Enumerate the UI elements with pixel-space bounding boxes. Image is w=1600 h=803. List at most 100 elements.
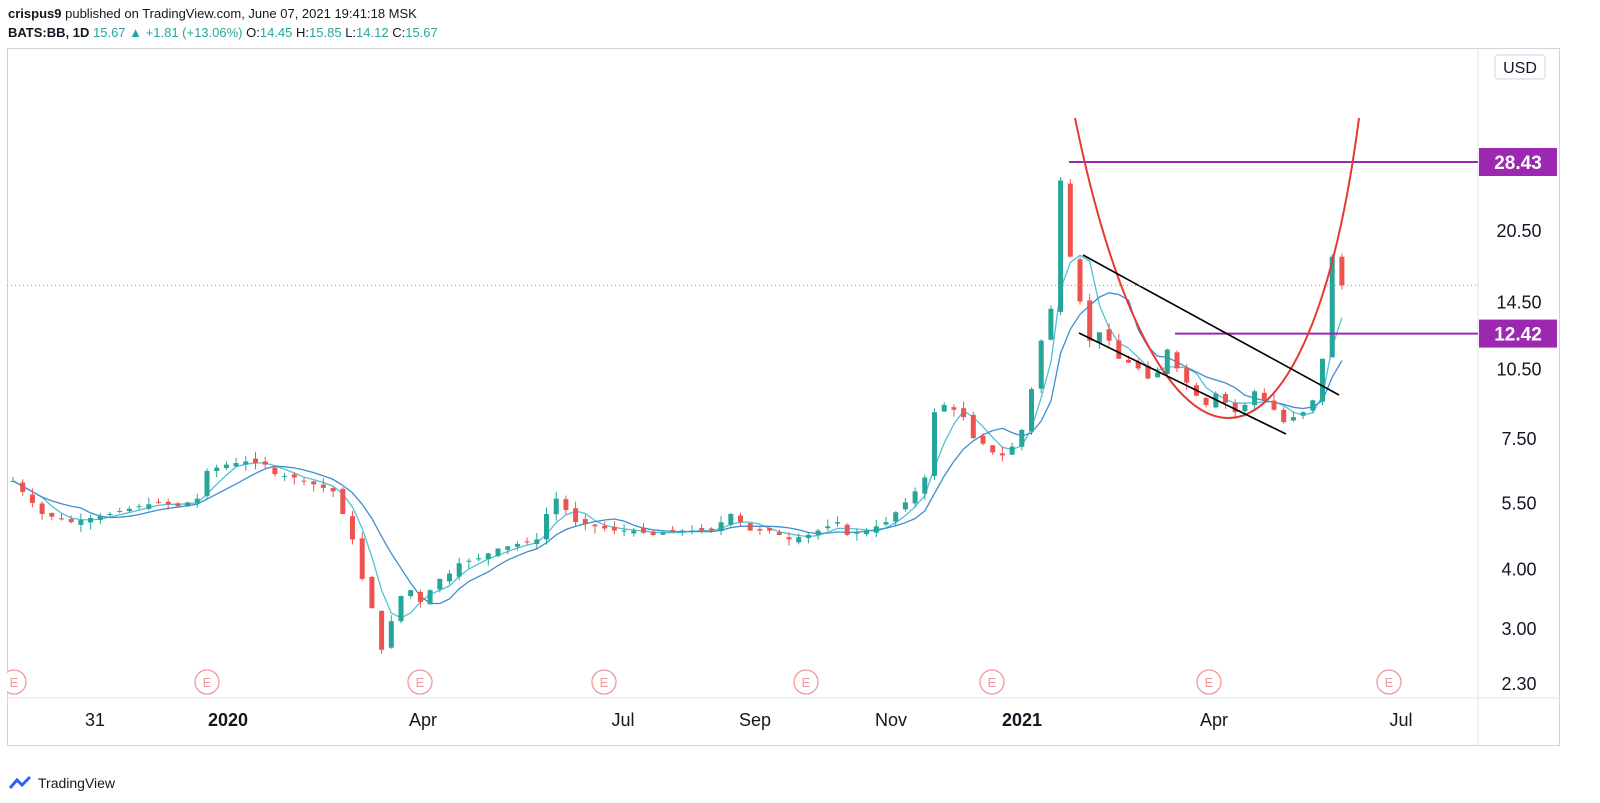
candle bbox=[156, 498, 161, 505]
candle bbox=[311, 480, 317, 492]
candle-body bbox=[553, 498, 559, 515]
candle bbox=[1300, 411, 1306, 419]
candle-body bbox=[796, 537, 802, 543]
candle-body bbox=[999, 453, 1005, 456]
candle-body bbox=[1029, 389, 1034, 432]
tradingview-logo[interactable]: TradingView bbox=[8, 775, 115, 791]
candle bbox=[10, 476, 16, 482]
candle bbox=[621, 524, 627, 537]
candle-body bbox=[1320, 358, 1325, 402]
channel-upper-line[interactable] bbox=[1082, 254, 1340, 396]
symbol-label[interactable]: BATS:BB, 1D bbox=[8, 25, 90, 40]
earnings-event-marker[interactable]: E bbox=[793, 669, 819, 695]
candle-body bbox=[107, 513, 113, 515]
candles bbox=[10, 177, 1345, 654]
author-name[interactable]: crispus9 bbox=[8, 6, 62, 21]
candle-body bbox=[1009, 446, 1015, 455]
candle-body bbox=[1116, 340, 1122, 359]
candle-body bbox=[1271, 400, 1277, 410]
candle bbox=[301, 478, 307, 486]
candle bbox=[194, 493, 200, 508]
candle-body bbox=[1174, 352, 1180, 369]
candle-body bbox=[146, 504, 152, 509]
candle-body bbox=[1077, 259, 1083, 302]
channel-lower-line[interactable] bbox=[1078, 332, 1287, 435]
earnings-event-marker[interactable]: E bbox=[591, 669, 617, 695]
candle bbox=[214, 464, 220, 478]
candle bbox=[1029, 387, 1034, 435]
candle-body bbox=[78, 520, 84, 525]
candle-body bbox=[941, 404, 947, 412]
earnings-event-marker[interactable]: E bbox=[7, 669, 27, 695]
candle-body bbox=[320, 484, 326, 488]
candle-body bbox=[301, 480, 307, 482]
candle bbox=[485, 552, 491, 566]
candle bbox=[29, 488, 35, 508]
ohlc-legend: BATS:BB, 1D 15.67 ▲ +1.81 (+13.06%) O:14… bbox=[8, 25, 438, 40]
candle-body bbox=[631, 530, 637, 534]
candle bbox=[650, 530, 656, 537]
candle-body bbox=[1300, 412, 1306, 416]
price-chart[interactable]: 2.30 3.00 4.00 5.50 7.50 10.50 14.50 20.50 28.43… bbox=[7, 48, 1560, 746]
currency-badge[interactable]: USD bbox=[1494, 54, 1546, 80]
ma-slow-line bbox=[12, 292, 1343, 605]
earnings-event-marker[interactable]: E bbox=[979, 669, 1005, 695]
earnings-event-marker[interactable]: E bbox=[407, 669, 433, 695]
candle bbox=[233, 457, 239, 468]
candle-body bbox=[786, 537, 792, 540]
candle-body bbox=[233, 463, 239, 467]
candle bbox=[1116, 333, 1122, 359]
candle-body bbox=[641, 527, 646, 533]
earnings-event-marker[interactable]: E bbox=[1196, 669, 1222, 695]
candle-body bbox=[864, 530, 870, 535]
earnings-event-marker[interactable]: E bbox=[194, 669, 220, 695]
candle bbox=[291, 472, 297, 485]
candle bbox=[20, 479, 26, 496]
candle-body bbox=[1145, 365, 1151, 379]
tradingview-logo-icon bbox=[8, 775, 32, 789]
candle bbox=[1164, 348, 1170, 377]
candle-body bbox=[136, 506, 142, 508]
candle-body bbox=[902, 502, 908, 510]
candle bbox=[379, 610, 385, 654]
candle-body bbox=[1232, 402, 1238, 413]
candle-body bbox=[1087, 300, 1093, 341]
price-tick-label: 3.00 bbox=[1501, 619, 1536, 639]
time-tick-label: Jul bbox=[611, 710, 634, 730]
earnings-event-marker[interactable]: E bbox=[1376, 669, 1402, 695]
candle-body bbox=[350, 516, 355, 540]
candle-body bbox=[311, 481, 317, 485]
candle bbox=[456, 557, 462, 580]
candle bbox=[49, 512, 55, 521]
cup-curve[interactable] bbox=[1074, 117, 1360, 419]
price-label-badge[interactable]: 12.42 bbox=[1479, 319, 1557, 348]
candle-body bbox=[447, 573, 452, 582]
candle bbox=[1145, 361, 1151, 380]
candle bbox=[544, 507, 549, 545]
candle bbox=[893, 511, 899, 527]
candle bbox=[185, 501, 191, 507]
candle-body bbox=[10, 480, 16, 482]
time-tick-label: Sep bbox=[739, 710, 771, 730]
candle-body bbox=[126, 508, 132, 512]
event-circle bbox=[194, 669, 220, 695]
candle bbox=[495, 548, 501, 558]
event-circle bbox=[1196, 669, 1222, 695]
candle bbox=[708, 527, 714, 534]
event-letter: E bbox=[802, 675, 811, 690]
candle bbox=[427, 588, 433, 605]
candle bbox=[340, 486, 346, 515]
low-value: 14.12 bbox=[356, 25, 389, 40]
candle-body bbox=[650, 531, 656, 535]
open-label: O: bbox=[246, 25, 260, 40]
candle bbox=[330, 487, 336, 498]
candle-body bbox=[582, 519, 588, 525]
candle bbox=[88, 514, 94, 530]
candle-body bbox=[1048, 308, 1054, 340]
price-label-badge[interactable]: 28.43 bbox=[1479, 148, 1557, 176]
candle bbox=[631, 527, 637, 537]
price-label-bg bbox=[1479, 319, 1557, 348]
candle bbox=[369, 575, 375, 609]
candle-body bbox=[1329, 256, 1335, 358]
candle-body bbox=[815, 530, 821, 535]
